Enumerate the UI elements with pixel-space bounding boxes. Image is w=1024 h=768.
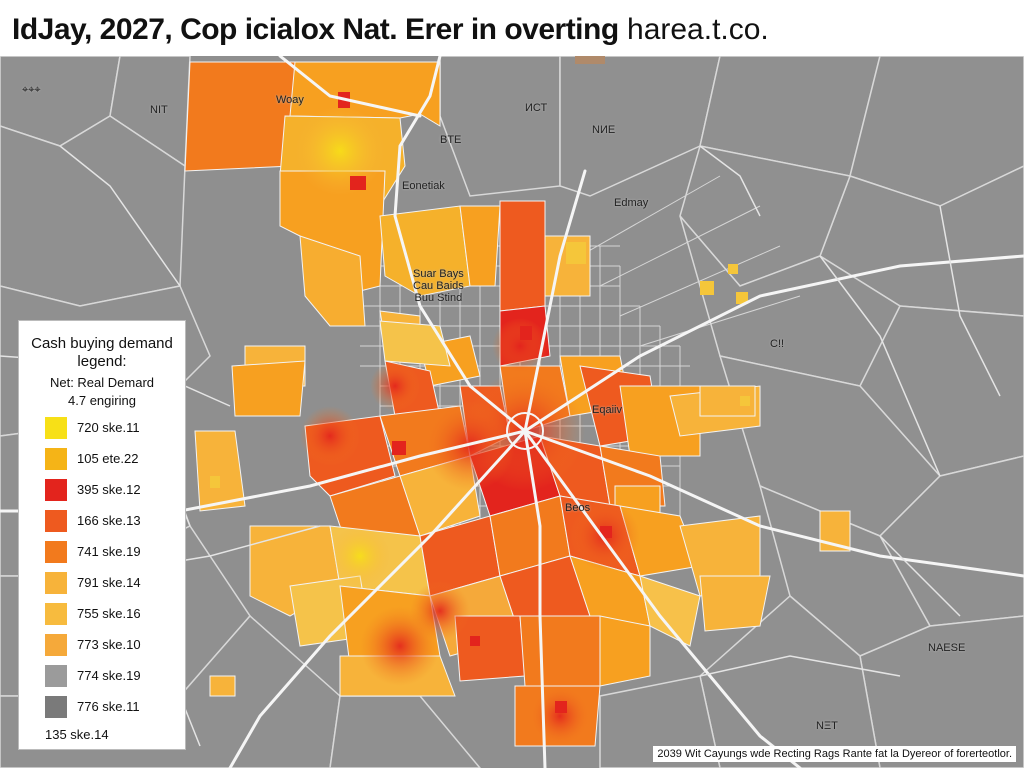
map-label-7: Suar Bays Cau Baids Buu Stind [413, 268, 464, 304]
map-label-5: Edmay [614, 197, 649, 209]
map-caption: 2039 Wit Cayungs wde Recting Rags Rante … [653, 746, 1016, 762]
map-label-nw: ⌖⌖⌖ [22, 84, 41, 96]
legend-swatch [45, 572, 67, 594]
legend-item-label: 105 ete.22 [77, 451, 139, 466]
legend-item-label: 791 ske.14 [77, 575, 141, 590]
accent-squares [338, 92, 612, 713]
legend-swatch [45, 634, 67, 656]
map-label-4: Woay [276, 94, 304, 106]
legend-title: Cash buying demand legend: [31, 335, 173, 370]
legend-item-label: 720 ske.11 [77, 420, 140, 435]
legend-footer: 135 ske.14 [45, 727, 109, 742]
map-label-3: BTE [440, 134, 462, 146]
map-label-6: Eonetiak [402, 180, 445, 192]
legend-swatch [45, 665, 67, 687]
legend-item-label: 741 ske.19 [77, 544, 141, 559]
legend-swatch [45, 696, 67, 718]
legend-item-label: 755 ske.16 [77, 606, 141, 621]
legend-subtitle-2: 4.7 engiring [68, 393, 136, 408]
legend-item-label: 774 ske.19 [77, 668, 141, 683]
map-title-main: IdJay, 2027, Cop icialox Nat. Erer in ov… [12, 13, 619, 46]
legend-item-label: 773 ske.10 [77, 637, 141, 652]
legend-item-label: 395 ske.12 [77, 482, 141, 497]
legend-swatch [45, 479, 67, 501]
map-label-10: C!! [770, 338, 785, 350]
legend-swatch [45, 510, 67, 532]
map-label-0: NIT [150, 104, 168, 116]
legend-swatch [45, 541, 67, 563]
map-title-domain: harea.t.co. [627, 13, 769, 46]
legend-swatch [45, 448, 67, 470]
map-label-8: Eqaiiv [592, 404, 622, 416]
map-legend: Cash buying demand legend: Net: Real Dem… [18, 320, 186, 750]
map-label-1: ИСТ [525, 102, 548, 114]
legend-subtitle-1: Net: Real Demard [49, 375, 155, 390]
legend-swatch [45, 603, 67, 625]
legend-item-label: 776 ske.11 [77, 699, 140, 714]
legend-swatch [45, 417, 67, 439]
map-label-11: NAESE [928, 642, 966, 654]
map-label-2: NИE [592, 124, 616, 136]
accent-squares-yellow [210, 56, 750, 488]
map-label-9: Beos [565, 502, 591, 514]
demand-parcels [184, 61, 851, 747]
map-label-12: NΞT [816, 720, 838, 732]
legend-item-label: 166 ske.13 [77, 513, 141, 528]
map-title: IdJay, 2027, Cop icialox Nat. Erer in ov… [12, 8, 769, 52]
